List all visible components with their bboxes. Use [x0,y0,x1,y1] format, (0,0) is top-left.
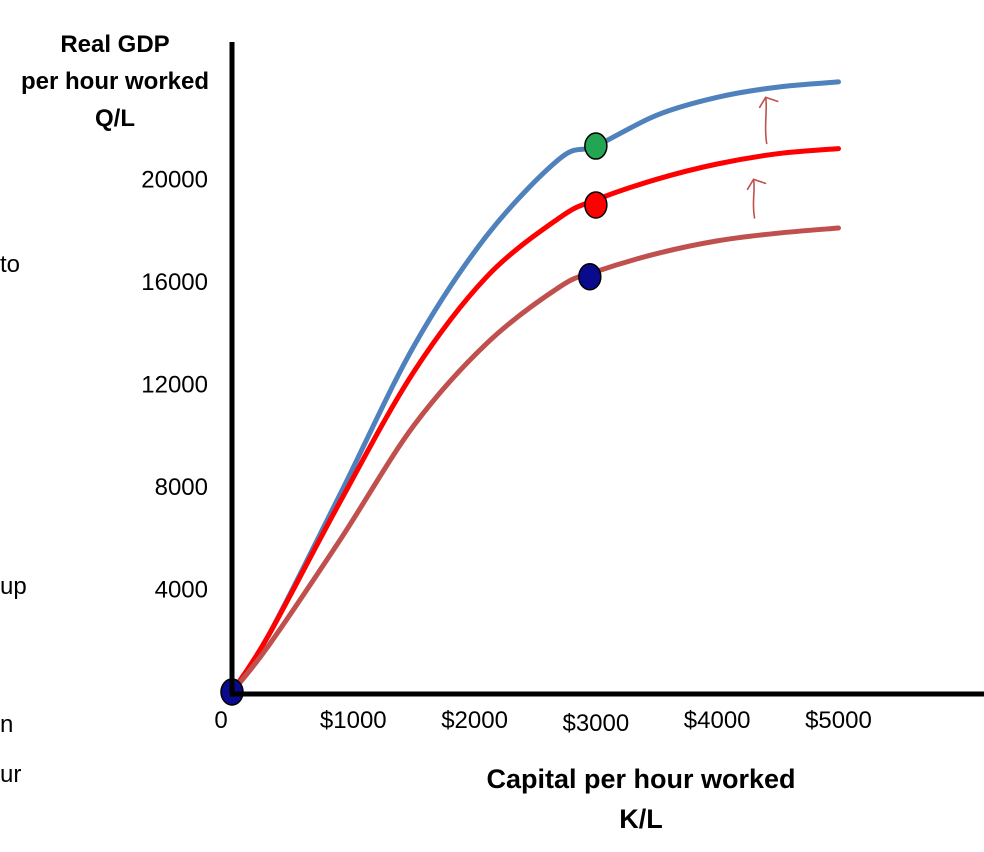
y-tick-labels: 20000 16000 12000 8000 4000 [141,166,208,603]
left-text-fragment: ur [0,761,21,788]
shift-arrows [746,96,779,219]
x-tick-label: $2000 [441,707,508,734]
y-tick-label: 4000 [155,576,208,603]
y-axis-label-line-1: Real GDP [60,31,169,58]
x-axis-label-line-2: K/L [619,804,663,834]
x-tick-label: $3000 [562,710,629,737]
left-text-fragment: to [0,251,20,278]
data-point [584,191,608,219]
y-tick-label: 20000 [141,166,208,193]
data-point [584,132,608,160]
x-axis-label-line-1: Capital per hour worked [486,764,795,794]
y-tick-label: 8000 [155,474,208,501]
left-text-fragment: up [0,573,27,600]
x-tick-label: $4000 [684,707,751,734]
production-curves [229,79,841,695]
shift-arrow [758,96,779,145]
y-tick-label: 16000 [141,269,208,296]
left-text-fragment: n [0,711,13,738]
y-tick-label: 12000 [141,371,208,398]
series-line-3 [229,225,841,695]
x-tick-label: $5000 [805,707,872,734]
y-axis-label-line-3: Q/L [95,105,135,132]
y-axis-label-line-2: per hour worked [21,68,209,95]
series-line-2 [229,146,841,695]
data-point [578,263,602,291]
x-tick-label: 0 [214,707,227,734]
series-line-1 [229,79,841,695]
shift-arrow [746,178,767,219]
x-tick-labels: 0 $1000 $2000 $3000 $4000 $5000 [214,707,872,737]
x-tick-label: $1000 [320,707,387,734]
